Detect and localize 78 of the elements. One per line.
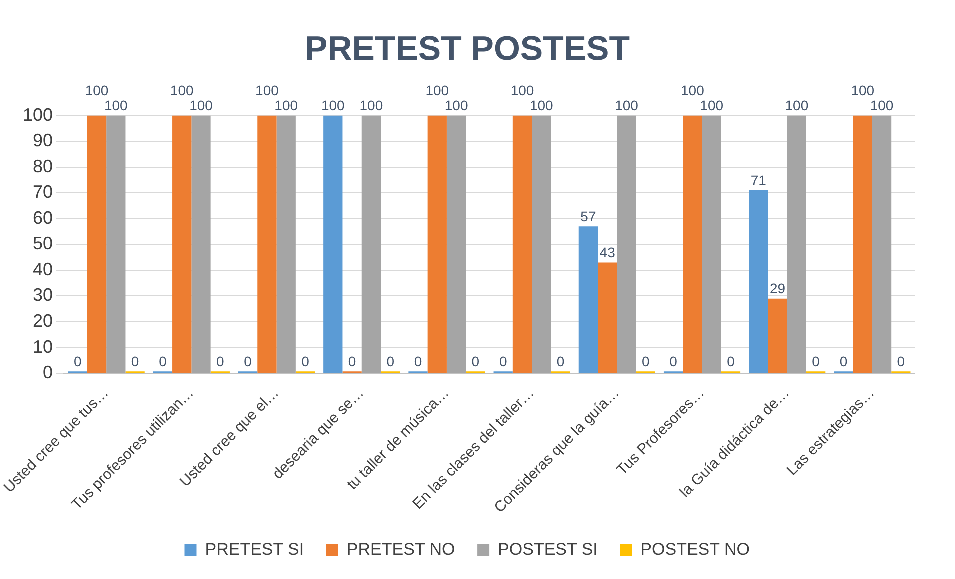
data-label: 100 <box>530 98 554 114</box>
data-label: 100 <box>700 98 724 114</box>
data-label: 29 <box>770 280 786 297</box>
legend-label: POSTEST NO <box>640 540 750 560</box>
data-label: 100 <box>256 82 280 99</box>
data-label: 100 <box>444 98 468 114</box>
y-tick-label: 60 <box>33 208 54 228</box>
data-label: 100 <box>510 82 534 99</box>
y-tick-label: 90 <box>33 130 54 151</box>
data-label: 100 <box>321 98 346 114</box>
data-label: 100 <box>870 98 894 114</box>
chart-title: PRETEST POSTEST <box>305 30 630 68</box>
bar <box>768 298 788 374</box>
data-label: 0 <box>556 353 565 370</box>
data-label: 100 <box>104 98 128 114</box>
data-label: 0 <box>348 353 356 370</box>
data-label: 0 <box>302 353 310 370</box>
bar <box>749 190 768 374</box>
bar <box>872 116 892 374</box>
y-tick-label: 20 <box>33 310 54 331</box>
data-label: 100 <box>851 82 875 99</box>
data-label: 100 <box>785 98 809 114</box>
data-label: 0 <box>216 353 224 370</box>
data-label: 0 <box>499 353 508 370</box>
bar <box>853 116 872 374</box>
data-label: 100 <box>360 98 384 114</box>
legend-label: PRETEST NO <box>346 540 456 560</box>
data-label: 100 <box>170 82 194 99</box>
bar <box>702 116 722 374</box>
data-label: 0 <box>840 353 848 370</box>
data-label: 100 <box>85 82 109 99</box>
data-label: 100 <box>426 82 450 99</box>
data-label: 0 <box>642 353 650 370</box>
bar <box>428 116 447 374</box>
data-label: 43 <box>600 244 616 261</box>
y-tick-label: 100 <box>22 104 54 125</box>
data-label: 100 <box>190 98 214 114</box>
y-tick-label: 80 <box>33 156 54 176</box>
bar <box>532 116 552 374</box>
bar <box>192 116 211 374</box>
y-tick-label: 50 <box>33 234 54 254</box>
bar <box>598 262 618 374</box>
bar <box>324 116 343 374</box>
bar <box>446 116 466 374</box>
bar <box>683 116 702 374</box>
data-label: 0 <box>159 353 168 370</box>
y-tick-label: 30 <box>33 285 54 306</box>
bar <box>87 116 107 374</box>
bar <box>258 116 277 374</box>
legend-label: PRETEST SI <box>205 540 304 560</box>
y-tick-label: 40 <box>33 259 54 280</box>
data-label: 0 <box>386 353 395 370</box>
legend-label: POSTEST SI <box>498 540 598 560</box>
bar <box>512 116 532 374</box>
data-label: 0 <box>670 353 678 370</box>
data-label: 100 <box>681 82 705 99</box>
data-label: 100 <box>615 98 639 114</box>
data-label: 100 <box>274 98 298 114</box>
bar <box>106 116 126 374</box>
bar <box>172 116 192 374</box>
bar <box>617 116 636 374</box>
data-label: 57 <box>580 208 596 225</box>
data-label: 0 <box>897 353 906 370</box>
data-label: 0 <box>244 353 252 370</box>
data-label: 0 <box>414 353 422 370</box>
data-label: 71 <box>750 172 767 188</box>
bar <box>578 226 598 374</box>
data-label: 0 <box>812 353 820 370</box>
y-tick-label: 70 <box>33 182 54 202</box>
data-label: 0 <box>74 353 82 370</box>
y-tick-label: 0 <box>43 362 54 383</box>
bar <box>362 116 382 374</box>
data-label: 0 <box>472 353 480 370</box>
data-label: 0 <box>727 353 736 370</box>
bar <box>276 116 296 374</box>
y-tick-label: 10 <box>33 336 54 357</box>
data-label: 0 <box>131 353 140 370</box>
bar <box>787 116 806 374</box>
